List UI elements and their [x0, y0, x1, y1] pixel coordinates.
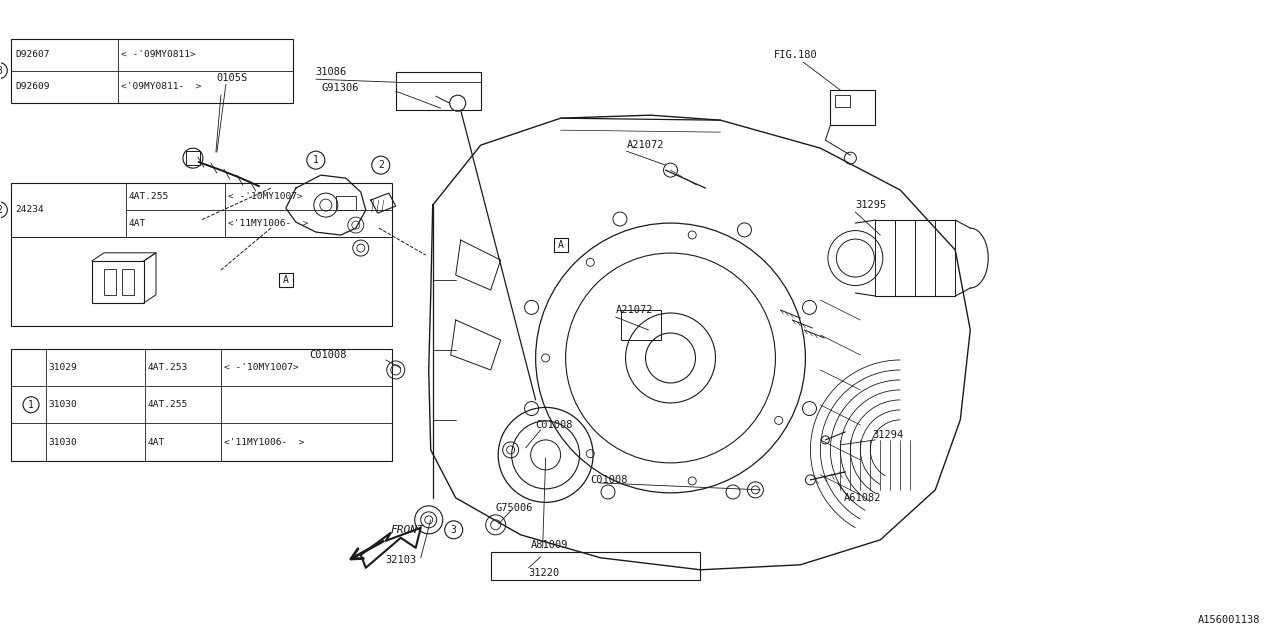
Text: 31294: 31294 [873, 430, 904, 440]
Text: 4AT.255: 4AT.255 [129, 192, 169, 201]
Bar [490, 552, 700, 580]
Bar [12, 349, 393, 461]
Text: D92609: D92609 [15, 82, 50, 91]
Text: A: A [558, 240, 563, 250]
Text: D92607: D92607 [15, 50, 50, 59]
Bar [279, 273, 293, 287]
Bar [122, 269, 134, 295]
Text: A21072: A21072 [616, 305, 653, 315]
Text: A81009: A81009 [531, 540, 568, 550]
Text: < -'09MY0811>: < -'09MY0811> [122, 50, 196, 59]
Text: 2: 2 [0, 205, 3, 215]
Text: A61082: A61082 [844, 493, 881, 503]
Bar [92, 261, 145, 303]
Bar [186, 151, 200, 165]
Text: <'09MY0811-  >: <'09MY0811- > [122, 82, 202, 91]
Text: 4AT: 4AT [147, 438, 165, 447]
Bar [12, 182, 393, 326]
Text: 4AT.255: 4AT.255 [147, 400, 188, 409]
Text: G91306: G91306 [321, 83, 360, 93]
Text: G75006: G75006 [495, 503, 534, 513]
Bar [335, 196, 356, 210]
Text: FIG.180: FIG.180 [773, 50, 817, 60]
Bar [104, 269, 116, 295]
Text: A21072: A21072 [626, 140, 664, 150]
Text: 0105S: 0105S [216, 73, 247, 83]
Bar [836, 95, 850, 107]
Text: A156001138: A156001138 [1198, 615, 1260, 625]
Text: 31295: 31295 [855, 200, 887, 210]
Text: 31030: 31030 [49, 438, 77, 447]
Text: C01008: C01008 [308, 350, 347, 360]
Text: C01008: C01008 [590, 475, 628, 485]
Text: < -'10MY1007>: < -'10MY1007> [228, 192, 302, 201]
Text: < -'10MY1007>: < -'10MY1007> [224, 363, 298, 372]
Text: 32103: 32103 [385, 555, 417, 564]
Text: FRONT: FRONT [390, 525, 425, 535]
Text: 31220: 31220 [529, 568, 559, 578]
Circle shape [183, 148, 204, 168]
Text: <'11MY1006-  >: <'11MY1006- > [224, 438, 305, 447]
Text: 31029: 31029 [49, 363, 77, 372]
Text: 31030: 31030 [49, 400, 77, 409]
Text: 4AT: 4AT [129, 219, 146, 228]
Text: <'11MY1006-  >: <'11MY1006- > [228, 219, 308, 228]
Text: 3: 3 [0, 66, 3, 76]
Bar [12, 38, 293, 102]
Bar [554, 238, 567, 252]
Text: C01008: C01008 [535, 420, 573, 430]
Bar [396, 72, 481, 110]
Text: 1: 1 [312, 155, 319, 165]
Bar [831, 90, 876, 125]
Text: 31086: 31086 [316, 67, 347, 77]
Text: A: A [283, 275, 289, 285]
Text: 3: 3 [451, 525, 457, 535]
Text: 24234: 24234 [15, 205, 44, 214]
Text: 4AT.253: 4AT.253 [147, 363, 188, 372]
Text: 2: 2 [378, 160, 384, 170]
Bar [621, 310, 660, 340]
Text: 1: 1 [28, 400, 35, 410]
